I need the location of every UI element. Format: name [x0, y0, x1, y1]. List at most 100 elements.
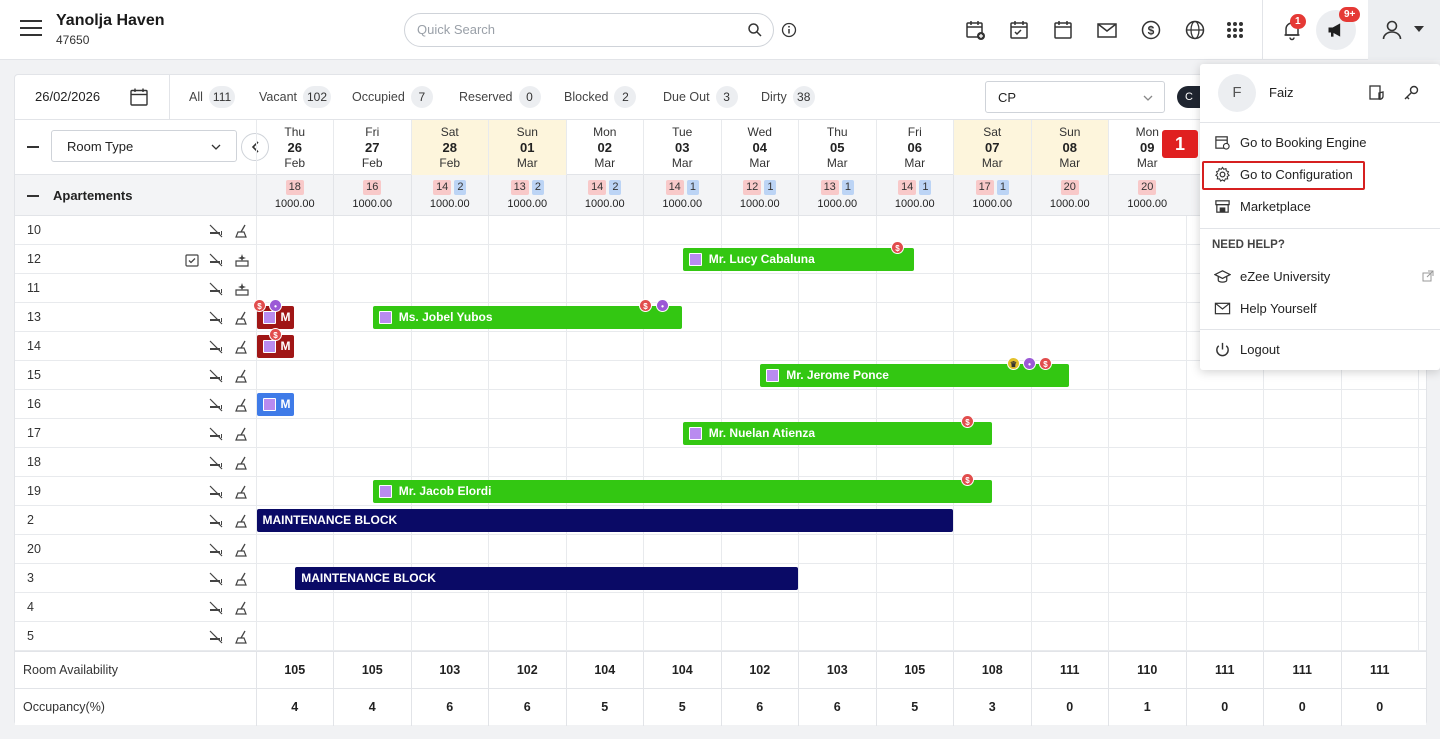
date-column-header[interactable]: Tue 03 Mar [643, 120, 721, 175]
reservation-bar[interactable]: M [256, 306, 295, 329]
rate-cell[interactable]: 14 2 1000.00 [565, 175, 644, 216]
room-number: 12 [27, 252, 41, 266]
shield-document-icon[interactable] [1368, 84, 1386, 102]
rate-price: 1000.00 [429, 198, 470, 210]
dirty-room-icon[interactable] [234, 455, 250, 471]
availability-cell: 110 [1108, 652, 1186, 689]
date-column-header[interactable]: Fri 27 Feb [333, 120, 411, 175]
search-input[interactable] [417, 22, 737, 37]
date-column-header[interactable]: Fri 06 Mar [875, 120, 954, 175]
search-icon[interactable] [747, 22, 763, 38]
date-column-header[interactable]: Thu 05 Mar [798, 120, 876, 175]
dirty-room-icon[interactable] [234, 571, 250, 587]
menu-item-ezee-university[interactable]: eZee University [1214, 264, 1330, 288]
key-icon[interactable] [1402, 84, 1420, 102]
date-column-header[interactable]: Mon 02 Mar [565, 120, 644, 175]
reservation-bar[interactable]: Mr. Nuelan Atienza [682, 422, 992, 445]
date-column-header[interactable]: Sun 08 Mar [1030, 120, 1108, 175]
date-column-header[interactable]: Sat 28 Feb [410, 120, 488, 175]
room-row: 3 [15, 564, 1426, 593]
rate-cell[interactable]: 16 1000.00 [333, 175, 411, 216]
menu-item-help-yourself[interactable]: Help Yourself [1214, 296, 1317, 320]
menu-item-booking-engine[interactable]: Go to Booking Engine [1214, 130, 1366, 154]
rate-cell[interactable]: 20 1000.00 [1030, 175, 1109, 216]
mail-icon[interactable] [1095, 18, 1119, 42]
menu-item-logout[interactable]: Logout [1214, 337, 1280, 361]
dollar-icon[interactable]: $ [1139, 18, 1163, 42]
date-column-header[interactable]: Sat 07 Mar [953, 120, 1031, 175]
menu-divider [1200, 329, 1440, 330]
reservation-bar[interactable]: Mr. Jerome Ponce [760, 364, 1070, 387]
calendar-check-icon[interactable] [1007, 18, 1031, 42]
maintenance-block[interactable]: MAINTENANCE BLOCK [295, 567, 798, 590]
room-number: 14 [27, 339, 41, 353]
maintenance-block[interactable]: MAINTENANCE BLOCK [256, 509, 953, 532]
calendar-icon[interactable] [129, 87, 149, 107]
date-column-header[interactable]: Thu 26 Feb [255, 120, 334, 175]
menu-item-marketplace[interactable]: Marketplace [1214, 194, 1311, 218]
status-filter-dirty[interactable]: Dirty 38 [761, 86, 815, 108]
dirty-room-icon[interactable] [234, 397, 250, 413]
calendar-icon[interactable] [1051, 18, 1075, 42]
status-filter-blocked[interactable]: Blocked 2 [564, 86, 637, 108]
dirty-room-icon[interactable] [234, 629, 250, 645]
announcement-button[interactable] [1316, 10, 1356, 50]
occupancy-cell: 0 [1263, 689, 1341, 726]
reservation-bar[interactable]: Ms. Jobel Yubos [372, 306, 682, 329]
dirty-room-icon[interactable] [234, 339, 250, 355]
menu-icon[interactable] [20, 20, 42, 38]
dirty-room-icon[interactable] [234, 426, 250, 442]
reservation-bar[interactable]: M [256, 393, 295, 416]
date-column-header[interactable]: Sun 01 Mar [488, 120, 566, 175]
collapse-all-icon[interactable] [27, 146, 39, 148]
reservation-bar[interactable]: M [256, 335, 295, 358]
room-type-select[interactable]: Room Type [51, 130, 237, 162]
room-row: 10 [15, 216, 1426, 245]
dirty-room-icon[interactable] [234, 513, 250, 529]
dirty-room-icon[interactable] [234, 310, 250, 326]
current-date[interactable]: 26/02/2026 [35, 89, 101, 104]
dirty-room-icon[interactable] [234, 542, 250, 558]
add-booking-icon[interactable] [963, 18, 987, 42]
guest-name: MAINTENANCE BLOCK [301, 571, 436, 585]
dirty-room-icon[interactable] [234, 223, 250, 239]
globe-icon[interactable] [1183, 18, 1207, 42]
rate-cell[interactable]: 14 1 1000.00 [875, 175, 954, 216]
quick-search[interactable] [404, 13, 774, 47]
status-filter-due-out[interactable]: Due Out 3 [663, 86, 738, 108]
apps-grid-icon[interactable] [1223, 18, 1247, 42]
date-column-header[interactable]: Mon 09 Mar [1108, 120, 1186, 175]
status-filter-occupied[interactable]: Occupied 7 [352, 86, 433, 108]
status-filter-all[interactable]: All 111 [189, 86, 236, 108]
menu-item-label: Marketplace [1240, 198, 1311, 214]
dirty-room-icon[interactable] [234, 484, 250, 500]
clean-room-icon[interactable] [234, 252, 250, 268]
reservation-bar[interactable]: Mr. Lucy Cabaluna [682, 248, 915, 271]
reservation-bar[interactable]: Mr. Jacob Elordi [372, 480, 992, 503]
rate-cell[interactable]: 14 2 1000.00 [410, 175, 489, 216]
clean-room-icon[interactable] [234, 281, 250, 297]
collapse-group-icon[interactable] [27, 195, 39, 197]
status-filter-reserved[interactable]: Reserved 0 [459, 86, 541, 108]
checklist-icon[interactable] [184, 252, 200, 268]
date-column-header[interactable]: Wed 04 Mar [720, 120, 799, 175]
building-icon [262, 398, 276, 411]
status-filter-vacant[interactable]: Vacant 102 [259, 86, 332, 108]
avatar: F [1218, 74, 1256, 112]
rate-plan-select[interactable]: CP [985, 81, 1165, 113]
dirty-room-icon[interactable] [234, 368, 250, 384]
rate-cell[interactable]: 14 1 1000.00 [643, 175, 721, 216]
rate-cell[interactable]: 13 1 1000.00 [798, 175, 876, 216]
rate-cell[interactable]: 18 1000.00 [255, 175, 334, 216]
rate-cell[interactable]: 13 2 1000.00 [488, 175, 566, 216]
announcement-badge: 9+ [1339, 7, 1361, 22]
occupancy-cell: 6 [798, 689, 876, 726]
user-menu-button[interactable] [1368, 0, 1440, 60]
rate-cell[interactable]: 20 1000.00 [1108, 175, 1186, 216]
rate-cell[interactable]: 12 1 1000.00 [720, 175, 799, 216]
dirty-room-icon[interactable] [234, 600, 250, 616]
rate-cell[interactable]: 17 1 1000.00 [953, 175, 1031, 216]
megaphone-icon [1328, 23, 1341, 37]
info-icon[interactable] [781, 22, 797, 38]
menu-item-configuration[interactable]: Go to Configuration [1214, 162, 1353, 186]
